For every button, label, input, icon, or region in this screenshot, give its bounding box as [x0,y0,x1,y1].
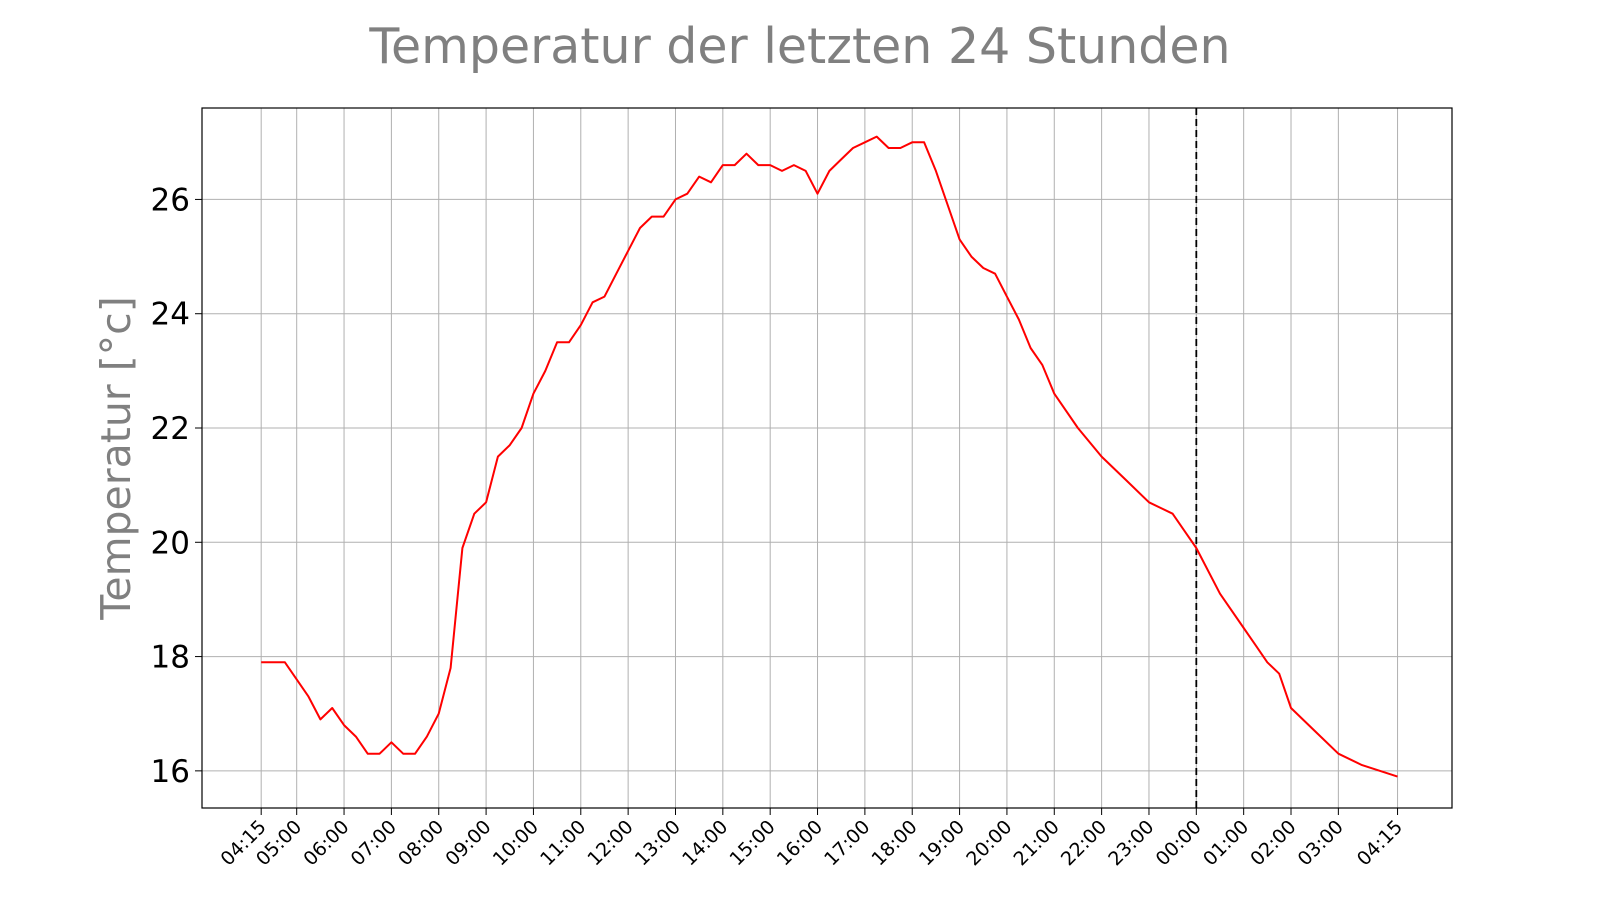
y-tick-label: 18 [151,640,190,676]
y-tick-label: 16 [151,754,190,790]
x-tick-label: 18:00 [867,816,921,870]
x-tick-label: 03:00 [1294,816,1348,870]
plot-frame [201,107,1453,809]
x-tick-label: 11:00 [536,816,590,870]
tick-layer: 16182022242604:1505:0006:0007:0008:0009:… [151,182,1408,870]
x-tick-label: 23:00 [1104,816,1158,870]
temperature-series-line [261,135,1398,778]
x-tick-label: 07:00 [347,816,401,870]
x-tick-label: 04:15 [1353,816,1407,870]
x-tick-label: 20:00 [962,816,1016,870]
x-tick-label: 09:00 [441,816,495,870]
x-tick-label: 13:00 [631,816,685,870]
chart-title: Temperatur der letzten 24 Stunden [369,18,1231,75]
x-tick-label: 08:00 [394,816,448,870]
y-tick-label: 22 [151,411,190,447]
x-tick-label: 15:00 [725,816,779,870]
x-tick-label: 16:00 [773,816,827,870]
x-tick-label: 00:00 [1152,816,1206,870]
x-tick-label: 14:00 [678,816,732,870]
grid-layer [202,108,1452,808]
y-tick-label: 20 [151,525,190,561]
line-layer [261,108,1398,808]
x-tick-label: 10:00 [489,816,543,870]
y-axis-label: Temperatur [°c] [92,296,140,620]
y-tick-label: 26 [151,182,190,218]
x-tick-label: 02:00 [1246,816,1300,870]
y-tick-label: 24 [151,297,190,333]
x-tick-label: 06:00 [299,816,353,870]
x-tick-label: 01:00 [1199,816,1253,870]
x-tick-label: 19:00 [915,816,969,870]
x-tick-label: 22:00 [1057,816,1111,870]
x-tick-label: 17:00 [820,816,874,870]
x-tick-label: 21:00 [1010,816,1064,870]
x-tick-label: 12:00 [583,816,637,870]
